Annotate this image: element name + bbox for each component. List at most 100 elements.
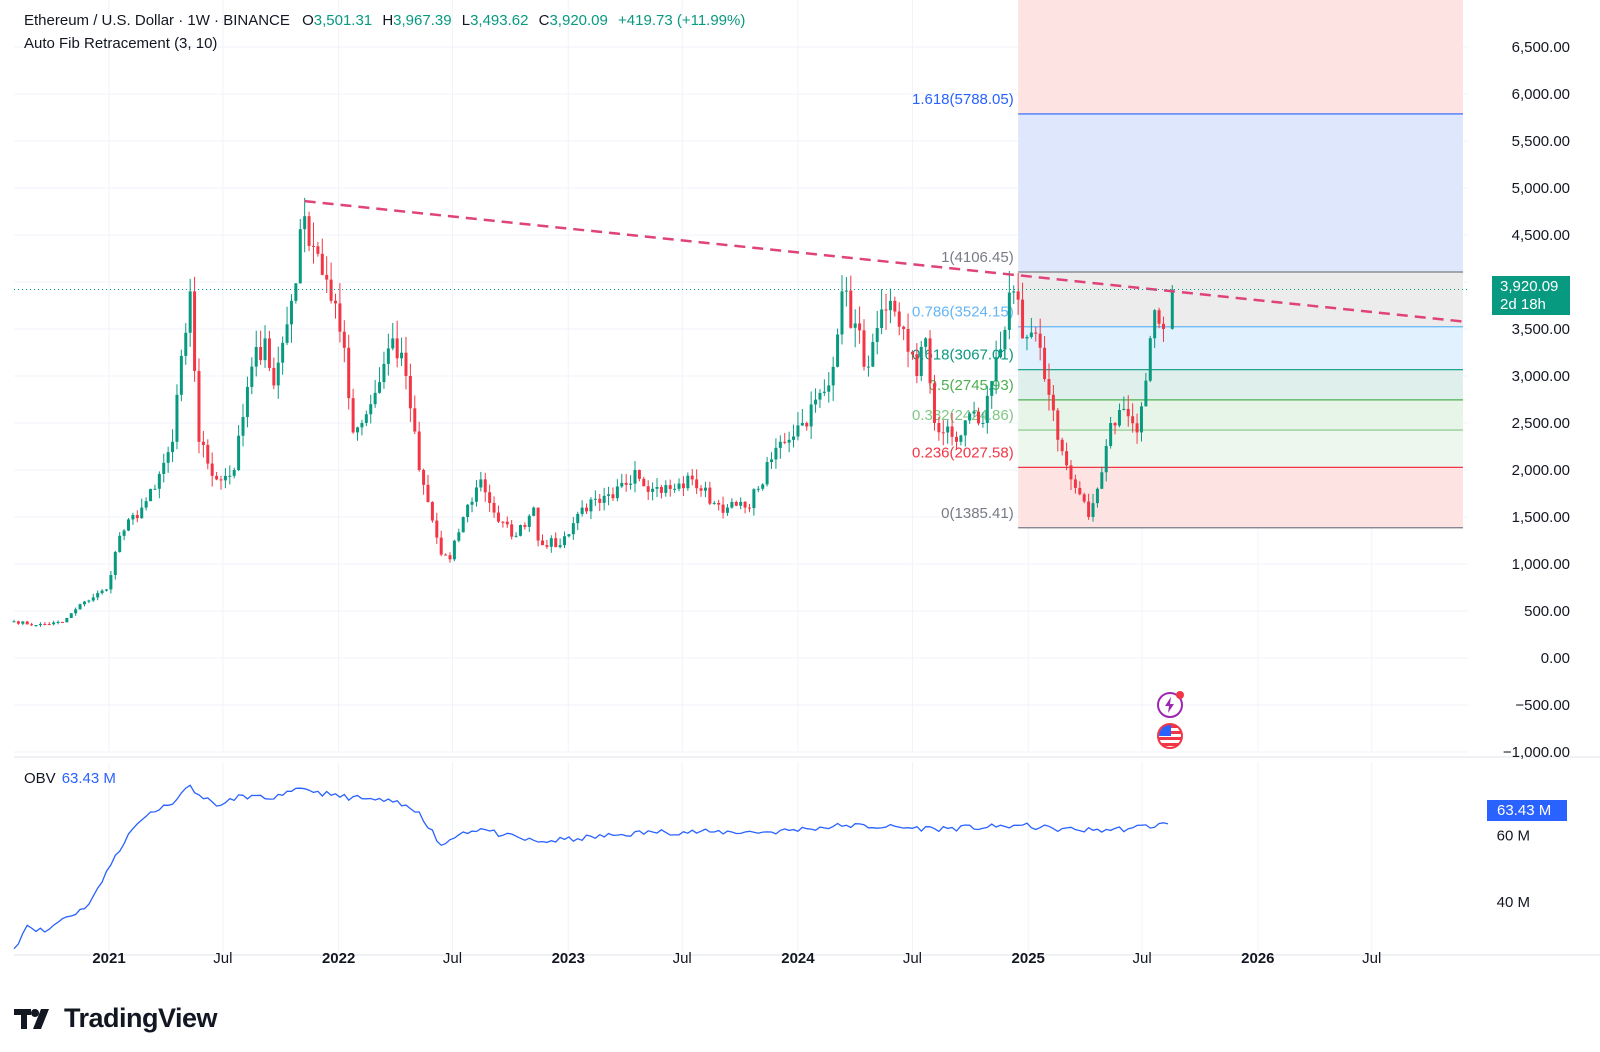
obv-value: 63.43 M	[61, 770, 116, 787]
candle-body	[96, 593, 100, 598]
tradingview-logo[interactable]: TradingView	[14, 1003, 218, 1034]
price-axis-label: 4,500.00	[1512, 227, 1570, 244]
candle-body	[783, 441, 787, 443]
candle-body	[457, 532, 461, 541]
candle-body	[924, 338, 928, 347]
candle-body	[743, 501, 747, 508]
candle-body	[175, 394, 179, 442]
price-axis-label: 0.00	[1541, 650, 1570, 667]
candle-body	[373, 392, 377, 405]
candle-body	[510, 524, 514, 537]
candle-body	[897, 311, 901, 327]
candle-body	[193, 291, 197, 371]
candle-body	[1021, 299, 1025, 339]
candle-body	[171, 441, 175, 453]
current-price-tag: 3,920.09 2d 18h	[1492, 276, 1570, 315]
price-axis-label: −1,000.00	[1503, 744, 1570, 761]
candle-body	[131, 515, 135, 520]
close-label: C	[538, 12, 550, 29]
candle-body	[466, 504, 470, 517]
fib-level-label: 0.618(3067.01)	[912, 347, 1014, 364]
candle-body	[893, 300, 897, 312]
candle-body	[52, 622, 56, 625]
candle-body	[915, 354, 919, 376]
candle-body	[831, 366, 835, 386]
candle-body	[1034, 332, 1038, 334]
candle-body	[866, 366, 870, 368]
time-axis-label: 2022	[322, 950, 355, 967]
open-value: 3,501.31	[313, 12, 373, 29]
candle-body	[320, 253, 324, 275]
obv-legend[interactable]: OBV 63.43 M	[24, 770, 116, 787]
candle-body	[144, 501, 148, 508]
candle-body	[796, 425, 800, 437]
fib-level-label: 0.382(2424.86)	[912, 407, 1014, 424]
candle-body	[827, 385, 831, 392]
change-value: +419.73 (+11.99%)	[618, 12, 746, 29]
candle-body	[730, 502, 734, 508]
candle-body	[972, 411, 976, 414]
price-axis-label: 3,500.00	[1512, 321, 1570, 338]
candle-body	[884, 309, 888, 311]
candle-body	[712, 502, 716, 504]
candle-body	[448, 555, 452, 560]
candle-body	[153, 488, 157, 490]
candle-body	[858, 323, 862, 331]
fib-level-label: 1(4106.45)	[941, 249, 1014, 266]
candle-body	[809, 404, 813, 427]
indicator-label[interactable]: Auto Fib Retracement (3, 10)	[24, 35, 218, 52]
candle-body	[646, 486, 650, 492]
candle-body	[149, 488, 153, 502]
symbol-title[interactable]: Ethereum / U.S. Dollar · 1W · BINANCE	[24, 12, 290, 29]
candle-body	[215, 475, 219, 480]
candle-body	[69, 613, 73, 618]
candle-body	[135, 515, 139, 519]
candle-body	[1126, 408, 1130, 417]
candle-body	[518, 525, 522, 536]
candle-body	[276, 362, 280, 386]
candle-body	[906, 329, 910, 352]
candle-body	[316, 246, 320, 254]
candle-body	[836, 334, 840, 367]
candle-body	[237, 435, 241, 470]
candle-body	[382, 363, 386, 383]
candle-body	[778, 441, 782, 448]
candle-body	[474, 487, 478, 502]
candle-body	[902, 326, 906, 329]
candle-body	[400, 352, 404, 359]
candle-body	[1170, 289, 1174, 329]
candle-body	[1016, 291, 1020, 300]
fib-zone-top	[1018, 0, 1463, 114]
candle-body	[963, 420, 967, 436]
grid-layer	[14, 0, 1600, 956]
candle-body	[360, 422, 364, 428]
candle-body	[1069, 465, 1073, 480]
candle-body	[598, 498, 602, 503]
candle-body	[1078, 487, 1082, 495]
candle-body	[910, 351, 914, 355]
us-flag-event-icon[interactable]	[1157, 723, 1183, 749]
candle-body	[875, 328, 879, 342]
candle-body	[338, 303, 342, 332]
candle-body	[422, 470, 426, 485]
candle-body	[514, 535, 518, 537]
candle-body	[1029, 332, 1033, 337]
candle-body	[695, 479, 699, 489]
obv-price-tag: 63.43 M	[1487, 800, 1567, 821]
candle-body	[950, 426, 954, 437]
candle-body	[1073, 479, 1077, 488]
candle-body	[1012, 291, 1016, 293]
candle-body	[1091, 503, 1095, 517]
candle-body	[1153, 310, 1157, 339]
fib-level-label: 0(1385.41)	[941, 505, 1014, 522]
candle-body	[822, 391, 826, 393]
candle-body	[395, 338, 399, 359]
chart-header: Ethereum / U.S. Dollar · 1W · BINANCE O3…	[24, 12, 745, 29]
candle-body	[461, 517, 465, 533]
lightning-event-icon[interactable]	[1157, 691, 1184, 718]
low-label: L	[461, 12, 471, 29]
candle-body	[549, 538, 553, 547]
candle-body	[488, 492, 492, 503]
fib-retracement[interactable]: 1.618(5788.05) 1(4106.45) 0.786(3524.15) 0.…	[912, 0, 1463, 529]
